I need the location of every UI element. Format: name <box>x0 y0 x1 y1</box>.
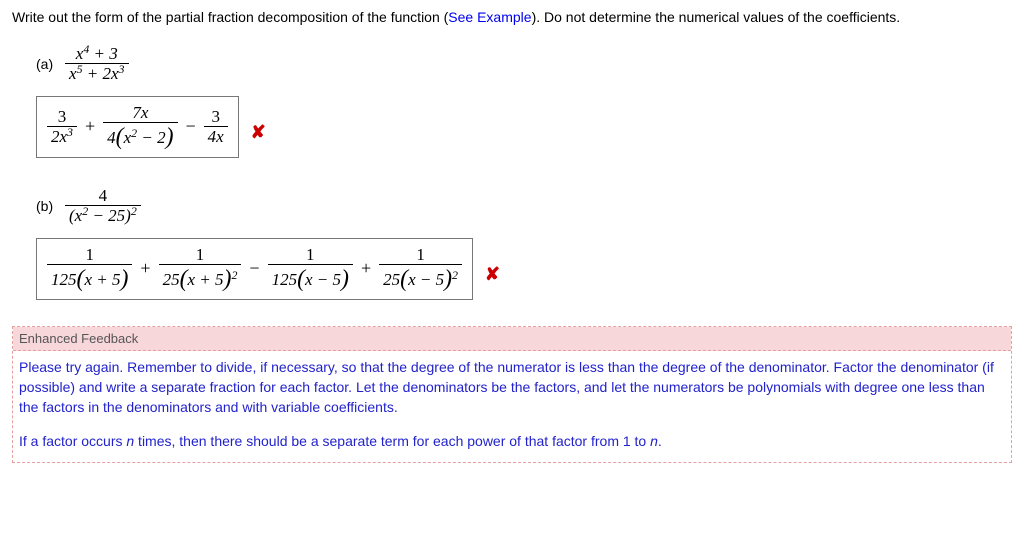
b-term3: 1 125(x − 5) <box>268 245 353 293</box>
part-a-den: x5 + 2x3 <box>65 64 128 84</box>
feedback-header: Enhanced Feedback <box>13 327 1011 351</box>
feedback-body: Please try again. Remember to divide, if… <box>13 351 1011 462</box>
instruction-text: Write out the form of the partial fracti… <box>12 8 1012 28</box>
part-a-answer-box[interactable]: 3 2x3 + 7x 4(x2 − 2) − 3 4x <box>36 96 239 158</box>
a-op2: − <box>184 116 198 137</box>
wrong-icon: ✘ <box>251 122 266 143</box>
part-b-den: (x2 − 25)2 <box>65 206 141 226</box>
b-term1: 1 125(x + 5) <box>47 245 132 293</box>
b-op2: − <box>247 258 261 279</box>
b-op3: + <box>359 258 373 279</box>
part-a-fraction: x4 + 3 x5 + 2x3 <box>65 44 128 84</box>
feedback-box: Enhanced Feedback Please try again. Reme… <box>12 326 1012 463</box>
see-example-link[interactable]: See Example <box>448 9 531 25</box>
feedback-para1: Please try again. Remember to divide, if… <box>19 357 1005 418</box>
b-op1: + <box>138 258 152 279</box>
part-b-num: 4 <box>65 186 141 207</box>
a-term2: 7x 4(x2 − 2) <box>103 103 177 151</box>
b-term4: 1 25(x − 5)2 <box>379 245 462 293</box>
instruction-suffix: ). Do not determine the numerical values… <box>532 9 901 25</box>
part-b: (b) 4 (x2 − 25)2 <box>36 186 1012 226</box>
part-a-label: (a) <box>36 56 53 72</box>
instruction-prefix: Write out the form of the partial fracti… <box>12 9 448 25</box>
wrong-icon: ✘ <box>485 264 500 285</box>
a-term3: 3 4x <box>204 107 228 147</box>
a-term1: 3 2x3 <box>47 107 77 147</box>
part-b-answer-row: 1 125(x + 5) + 1 25(x + 5)2 − 1 125(x − … <box>12 232 1012 318</box>
part-a: (a) x4 + 3 x5 + 2x3 <box>36 44 1012 84</box>
part-b-answer-box[interactable]: 1 125(x + 5) + 1 25(x + 5)2 − 1 125(x − … <box>36 238 473 300</box>
a-op1: + <box>83 116 97 137</box>
b-term2: 1 25(x + 5)2 <box>159 245 242 293</box>
part-b-label: (b) <box>36 198 53 214</box>
part-a-answer-row: 3 2x3 + 7x 4(x2 − 2) − 3 4x ✘ <box>12 90 1012 176</box>
part-b-fraction: 4 (x2 − 25)2 <box>65 186 141 226</box>
feedback-para2: If a factor occurs n times, then there s… <box>19 431 1005 451</box>
